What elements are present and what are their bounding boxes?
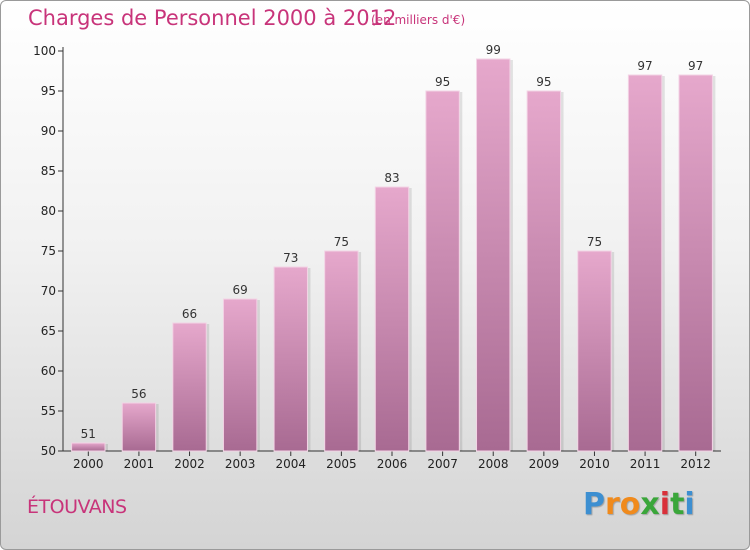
bar-2008 (476, 58, 511, 452)
data-label: 75 (334, 235, 349, 249)
data-label: 95 (536, 75, 551, 89)
commune-name: ÉTOUVANS (27, 496, 127, 518)
x-tick-label: 2006 (377, 457, 408, 471)
data-label: 51 (81, 427, 96, 441)
x-tick-label: 2010 (579, 457, 610, 471)
x-tick-label: 2011 (630, 457, 661, 471)
y-tick-label: 55 (41, 404, 56, 418)
bar-2009 (526, 90, 562, 452)
logo-letter: o (619, 487, 641, 522)
bar-2006 (374, 186, 410, 452)
axes: 50 55 60 65 70 75 80 85 90 95 100 2000 2001 2002 2003 2… (33, 44, 721, 471)
y-tick-label: 75 (41, 244, 56, 258)
data-label: 97 (688, 59, 703, 73)
x-tick-label: 2003 (225, 457, 256, 471)
y-tick-label: 65 (41, 324, 56, 338)
x-tick-label: 2009 (529, 457, 560, 471)
logo-letter: i (659, 487, 671, 522)
bar-2012 (678, 74, 713, 452)
bar-2000 (71, 442, 106, 452)
x-tick-label: 2001 (124, 457, 155, 471)
bar-2007 (425, 90, 460, 452)
logo-letter: P (583, 487, 605, 522)
bar-2003 (222, 298, 258, 452)
x-tick-label: 2000 (73, 457, 104, 471)
y-tick-label: 80 (41, 204, 56, 218)
bar-2001 (121, 402, 157, 452)
data-label: 99 (486, 43, 501, 57)
data-label: 69 (233, 283, 248, 297)
x-tick-label: 2012 (680, 457, 711, 471)
bar-2011 (627, 74, 663, 452)
bars (71, 58, 716, 452)
x-tick-label: 2007 (427, 457, 458, 471)
data-label: 97 (637, 59, 652, 73)
chart-subtitle: (en milliers d'€) (371, 13, 466, 27)
chart-title: Charges de Personnel 2000 à 2012 (28, 6, 397, 30)
data-label: 95 (435, 75, 450, 89)
y-tick-label: 85 (41, 164, 56, 178)
logo-letter: x (640, 487, 660, 522)
data-label: 56 (131, 387, 146, 401)
y-tick-label: 60 (41, 364, 56, 378)
logo-letter: t (670, 487, 685, 522)
data-label: 73 (283, 251, 298, 265)
bar-2002 (172, 322, 207, 452)
y-tick-label: 70 (41, 284, 56, 298)
x-tick-label: 2002 (174, 457, 205, 471)
proxiti-logo[interactable]: Proxiti (583, 487, 695, 522)
x-tick-label: 2005 (326, 457, 357, 471)
labels: 51 56 66 69 73 75 83 95 99 95 75 97 97 (81, 43, 704, 441)
logo-letter: i (684, 487, 695, 522)
y-tick-label: 90 (41, 124, 56, 138)
bar-2005 (324, 250, 359, 452)
data-label: 66 (182, 307, 197, 321)
x-tick-label: 2008 (478, 457, 509, 471)
y-tick-label: 95 (41, 84, 56, 98)
y-tick-label: 50 (41, 444, 56, 458)
y-tick-label: 100 (33, 44, 56, 58)
logo-letter: r (605, 487, 620, 522)
bar-2010 (577, 250, 612, 452)
data-label: 75 (587, 235, 602, 249)
data-label: 83 (384, 171, 399, 185)
x-tick-label: 2004 (275, 457, 306, 471)
bar-2004 (273, 266, 308, 452)
